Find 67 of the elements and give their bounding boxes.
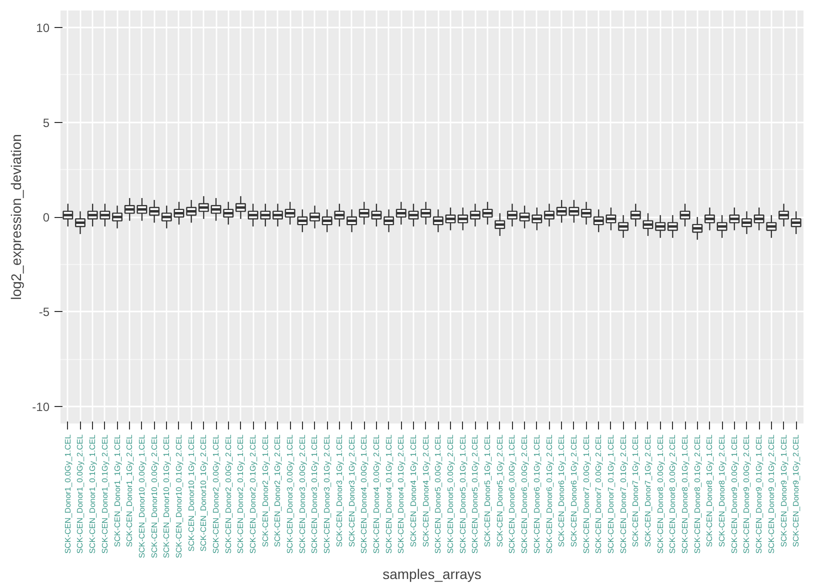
x-tick-label: SCK-CEN_Donor4_0.0Gy_2.CEL — [372, 434, 381, 554]
x-tick-label: SCK-CEN_Donor10_1Gy_2.CEL — [199, 434, 208, 552]
x-tick-label: SCK-CEN_Donor9_0.1Gy_2.CEL — [766, 434, 776, 554]
x-tick-label: SCK-CEN_Donor3_0.1Gy_1.CEL — [310, 434, 320, 554]
x-tick-label: SCK-CEN_Donor10_1Gy_1.CEL — [186, 434, 196, 552]
x-tick-label: SCK-CEN_Donor2_1Gy_1.CEL — [260, 434, 270, 547]
y-axis-title: log2_expression_deviation — [8, 134, 24, 300]
y-tick-label: -5 — [38, 305, 50, 320]
x-tick-label: SCK-CEN_Donor8_0.0Gy_1.CEL — [656, 434, 665, 554]
x-tick-label: SCK-CEN_Donor1_0.1Gy_1.CEL — [88, 434, 98, 554]
x-tick-label: SCK-CEN_Donor7_0.0Gy_2.CEL — [594, 434, 604, 554]
y-tick-label: 0 — [42, 210, 50, 224]
x-tick-label: SCK-CEN_Donor9_0.0Gy_2.CEL — [742, 434, 752, 554]
x-tick-label: SCK-CEN_Donor8_1Gy_2.CEL — [718, 434, 727, 547]
x-tick-label: SCK-CEN_Donor2_0.1Gy_1.CEL — [236, 434, 246, 554]
x-tick-label: SCK-CEN_Donor8_1Gy_1.CEL — [705, 434, 714, 547]
x-tick-label: SCK-CEN_Donor10_0.0Gy_2.CEL — [150, 434, 159, 558]
x-tick-label: SCK-CEN_Donor1_0.0Gy_1.CEL — [63, 434, 72, 554]
x-tick-label: SCK-CEN_Donor3_0.0Gy_1.CEL — [286, 434, 295, 554]
x-tick-label: SCK-CEN_Donor6_1Gy_2.CEL — [569, 434, 578, 547]
x-tick-label: SCK-CEN_Donor7_0.0Gy_1.CEL — [582, 434, 591, 554]
x-tick-label: SCK-CEN_Donor5_0.1Gy_1.CEL — [458, 434, 468, 554]
x-tick-label: SCK-CEN_Donor6_1Gy_1.CEL — [557, 434, 566, 547]
x-tick-label: SCK-CEN_Donor8_0.1Gy_1.CEL — [680, 434, 690, 554]
x-tick-label: SCK-CEN_Donor3_1Gy_2.CEL — [347, 434, 356, 547]
x-tick-label: SCK-CEN_Donor2_0.1Gy_2.CEL — [248, 434, 258, 554]
x-tick-label: SCK-CEN_Donor6_0.0Gy_2.CEL — [520, 434, 530, 554]
x-tick-label: SCK-CEN_Donor6_0.1Gy_2.CEL — [544, 434, 554, 554]
x-tick-label: SCK-CEN_Donor7_1Gy_1.CEL — [631, 434, 640, 547]
x-tick-label: SCK-CEN_Donor1_1Gy_1.CEL — [112, 434, 122, 547]
x-tick-label: SCK-CEN_Donor8_0.0Gy_2.CEL — [668, 434, 678, 554]
x-tick-label: SCK-CEN_Donor9_0.0Gy_1.CEL — [730, 434, 739, 554]
x-tick-label: SCK-CEN_Donor7_0.1Gy_1.CEL — [606, 434, 616, 554]
x-tick-label: SCK-CEN_Donor1_1Gy_2.CEL — [125, 434, 134, 547]
x-tick-label: SCK-CEN_Donor2_0.0Gy_1.CEL — [212, 434, 221, 554]
x-tick-label: SCK-CEN_Donor8_0.1Gy_2.CEL — [692, 434, 702, 554]
x-tick-label: SCK-CEN_Donor3_0.1Gy_2.CEL — [322, 434, 332, 554]
x-tick-label: SCK-CEN_Donor5_0.1Gy_2.CEL — [470, 434, 480, 554]
y-tick-label: 5 — [42, 116, 50, 130]
x-tick-label: SCK-CEN_Donor1_0.0Gy_2.CEL — [76, 434, 85, 554]
x-tick-label: SCK-CEN_Donor5_0.0Gy_2.CEL — [446, 434, 456, 554]
x-tick-label: SCK-CEN_Donor5_1Gy_2.CEL — [495, 434, 504, 547]
y-tick-label: 10 — [36, 21, 50, 36]
x-tick-label: SCK-CEN_Donor2_1Gy_2.CEL — [273, 434, 282, 547]
x-tick-label: SCK-CEN_Donor3_1Gy_1.CEL — [334, 434, 344, 547]
x-tick-label: SCK-CEN_Donor4_1Gy_1.CEL — [408, 434, 418, 547]
x-tick-label: SCK-CEN_Donor6_0.0Gy_1.CEL — [508, 434, 517, 554]
x-tick-label: SCK-CEN_Donor10_0.1Gy_2.CEL — [174, 434, 184, 558]
x-tick-label: SCK-CEN_Donor10_0.0Gy_1.CEL — [137, 434, 146, 558]
x-tick-label: SCK-CEN_Donor4_1Gy_2.CEL — [421, 434, 430, 547]
x-tick-label: SCK-CEN_Donor6_0.1Gy_1.CEL — [532, 434, 542, 554]
x-tick-label: SCK-CEN_Donor1_0.1Gy_2.CEL — [100, 434, 110, 554]
x-axis-title: samples_arrays — [382, 566, 482, 582]
x-tick-label: SCK-CEN_Donor9_1Gy_2.CEL — [792, 434, 801, 547]
x-tick-label: SCK-CEN_Donor10_0.1Gy_1.CEL — [162, 434, 172, 558]
x-tick-label: SCK-CEN_Donor9_0.1Gy_1.CEL — [754, 434, 764, 554]
y-tick-label: -10 — [32, 400, 50, 414]
x-tick-label: SCK-CEN_Donor9_1Gy_1.CEL — [779, 434, 788, 547]
x-tick-label: SCK-CEN_Donor5_0.0Gy_1.CEL — [434, 434, 443, 554]
x-tick-label: SCK-CEN_Donor3_0.0Gy_2.CEL — [298, 434, 307, 554]
x-tick-label: SCK-CEN_Donor7_0.1Gy_2.CEL — [618, 434, 628, 554]
x-tick-label: SCK-CEN_Donor5_1Gy_1.CEL — [483, 434, 492, 547]
x-tick-label: SCK-CEN_Donor2_0.0Gy_2.CEL — [224, 434, 233, 554]
x-tick-label: SCK-CEN_Donor4_0.0Gy_1.CEL — [360, 434, 369, 554]
x-tick-label: SCK-CEN_Donor4_0.1Gy_2.CEL — [396, 434, 406, 554]
x-tick-label: SCK-CEN_Donor7_1Gy_2.CEL — [643, 434, 652, 547]
x-tick-label: SCK-CEN_Donor4_0.1Gy_1.CEL — [384, 434, 394, 554]
